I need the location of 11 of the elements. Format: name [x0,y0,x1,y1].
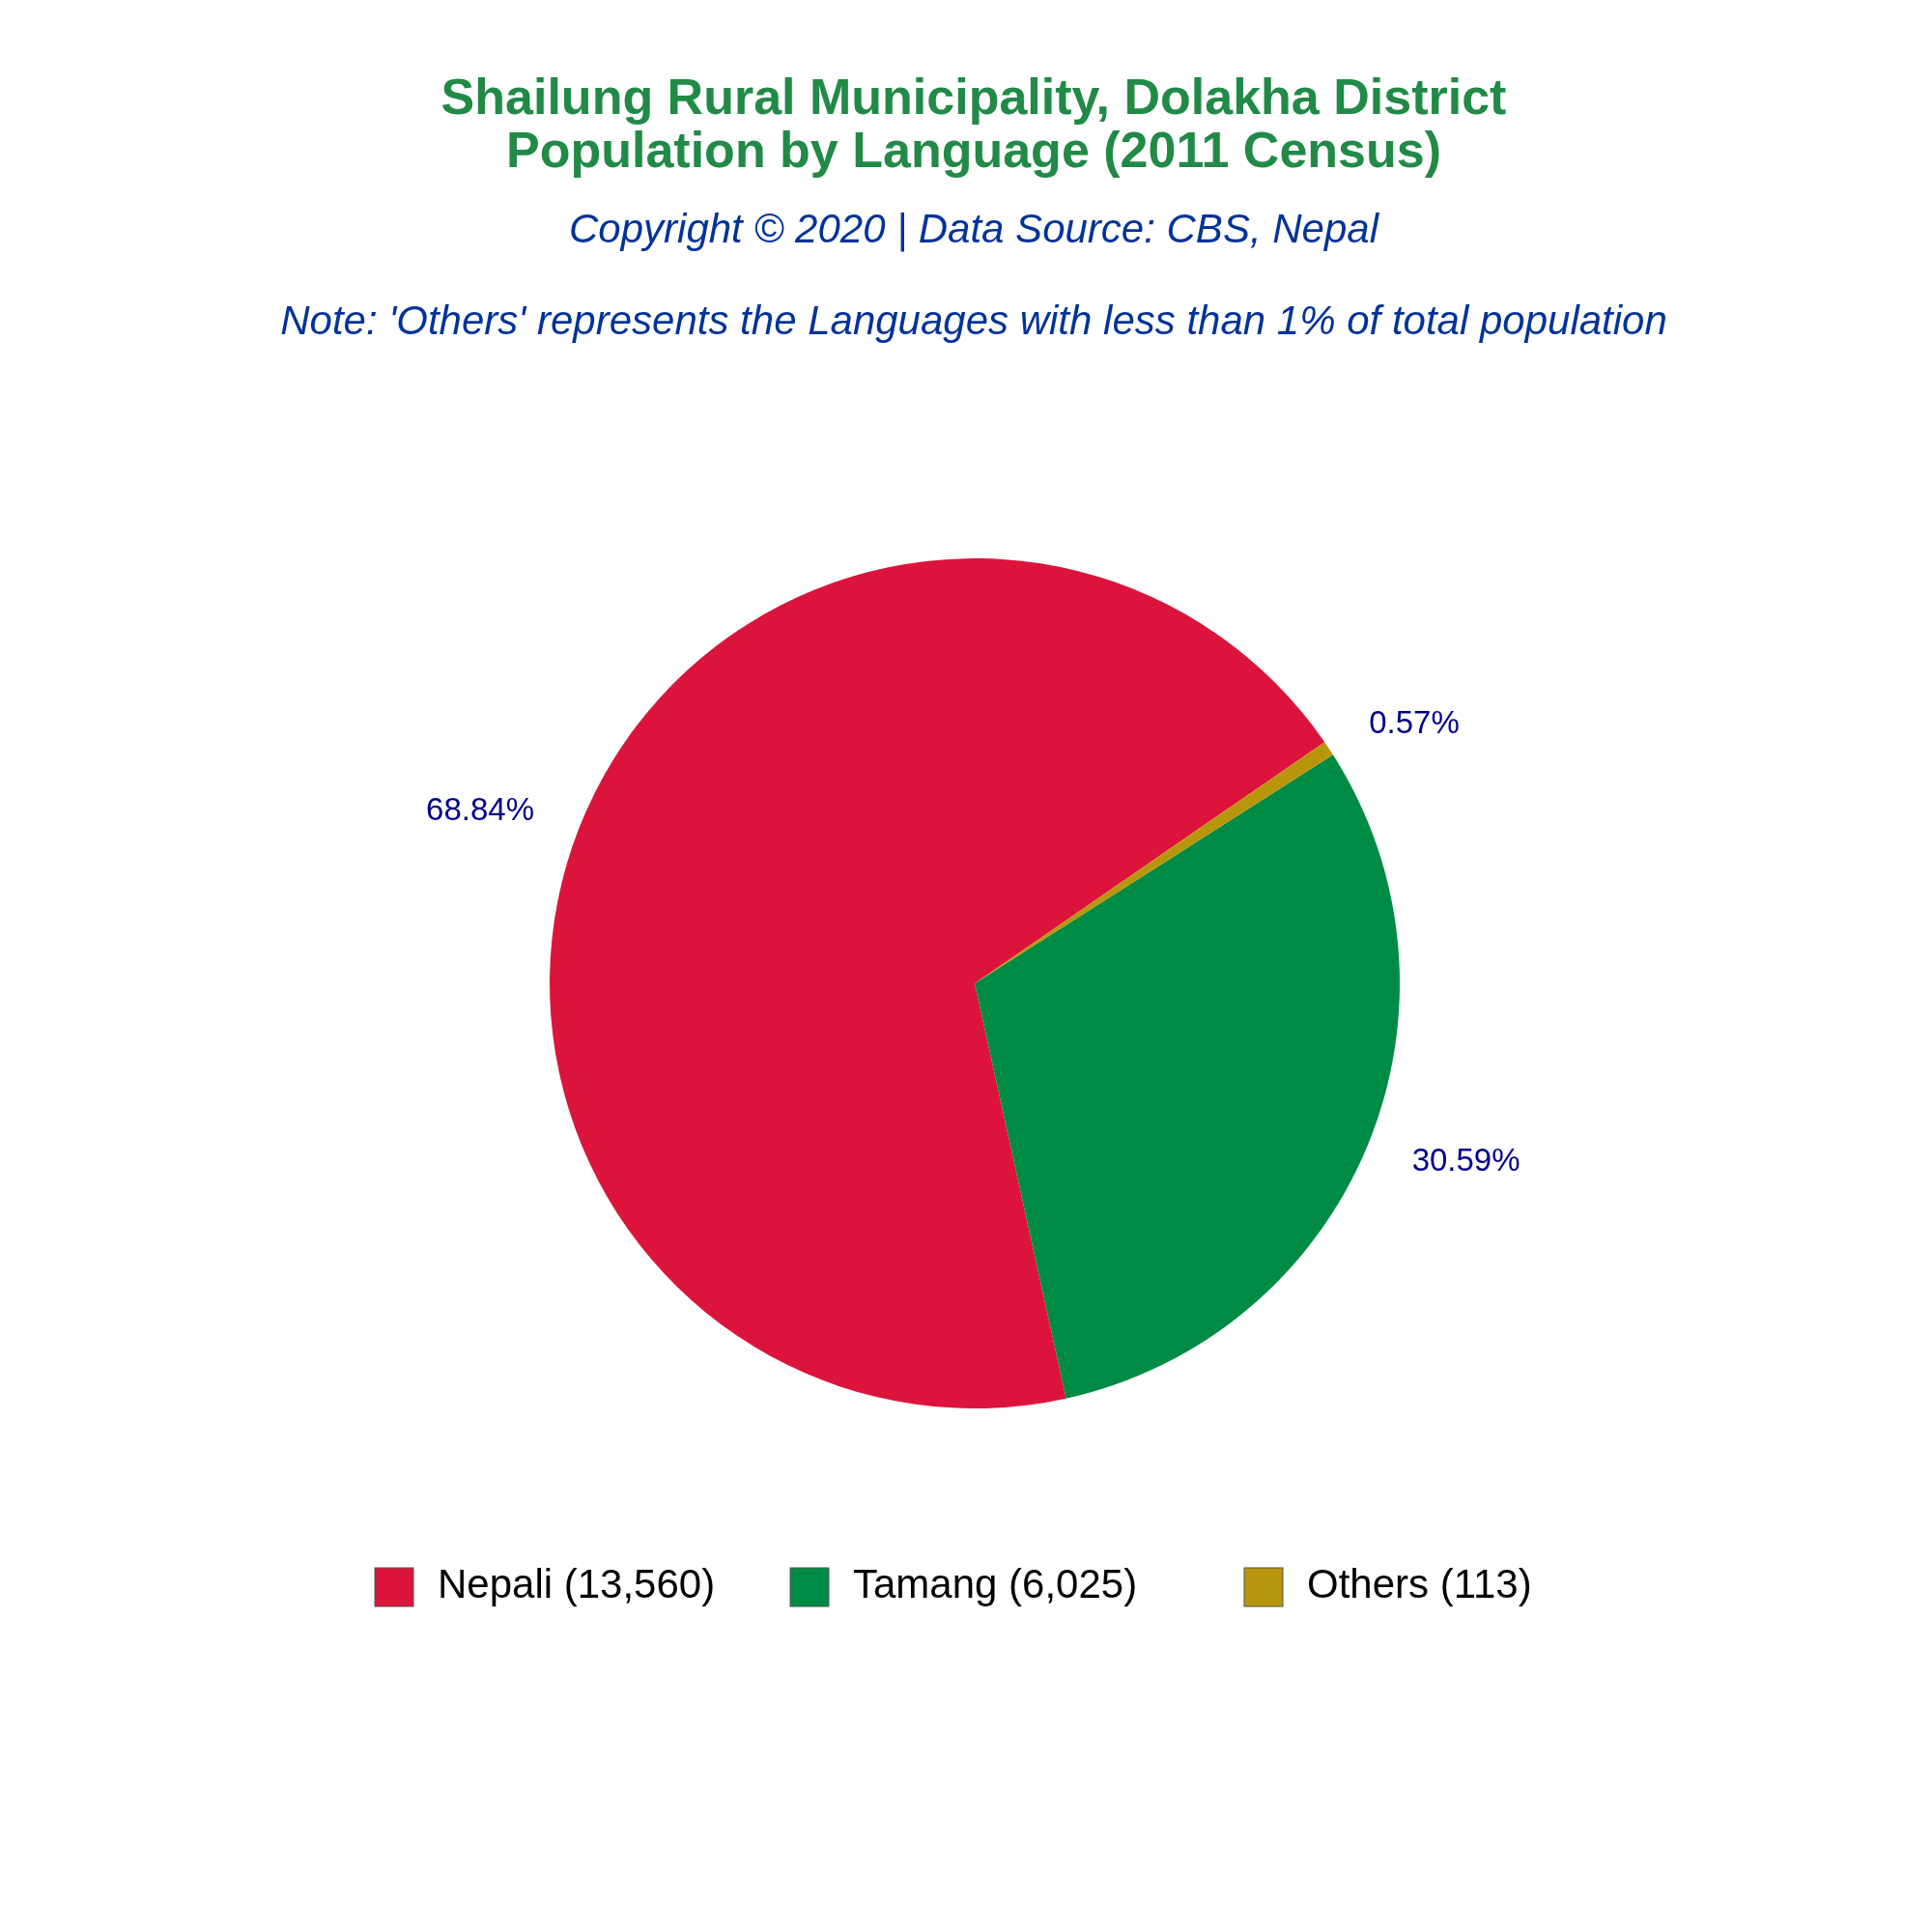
legend-label: Nepali (13,560) [438,1561,716,1607]
chart-subtitle: Copyright © 2020 | Data Source: CBS, Nepal [569,206,1380,252]
pie-slice [550,558,1325,1408]
legend-label: Tamang (6,025) [853,1561,1138,1607]
data-label: 30.59% [1411,1142,1520,1179]
data-label: 0.57% [1369,703,1460,740]
legend-label: Others (113) [1307,1561,1532,1607]
chart-title: Shailung Rural Municipality, Dolakha District Population by Language (2011 Census) [440,69,1507,178]
data-label: 68.84% [426,791,535,828]
text: Note: 'Others' represents the Languages with less than 1% of total population [280,298,1667,343]
pie-slice [975,754,1400,1399]
